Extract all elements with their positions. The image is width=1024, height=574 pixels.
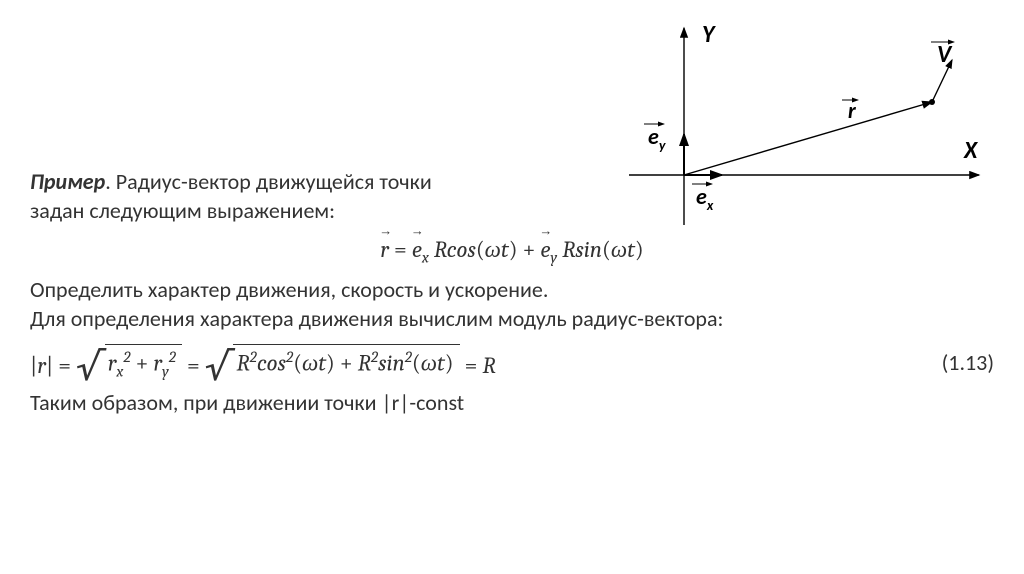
intro-line-2: задан следующим выражением: xyxy=(30,197,335,224)
line-3: Определить характер движения, скорость и… xyxy=(30,275,994,305)
eq1-sin: sin xyxy=(575,236,602,263)
example-label: Пример xyxy=(30,168,105,195)
eq2-wt1: ωt xyxy=(302,350,326,377)
v-vector-label: V xyxy=(937,40,953,69)
y-axis-label: Y xyxy=(702,20,716,49)
eq2-ry: r xyxy=(153,350,162,377)
eq1-ey-sub: y xyxy=(550,249,557,267)
eq1-ey: e xyxy=(540,236,550,263)
equation-1: →r = →ex Rcos(ωt) + →ey Rsin(ωt) xyxy=(30,234,994,269)
r-vector xyxy=(684,102,932,175)
eq2-sin: sin xyxy=(378,350,405,377)
equation-2: ||r|r| = √ rx2 + ry2 = √ R2cos2(ωt) + R2… xyxy=(30,344,994,382)
eq2-R1: R xyxy=(236,350,249,377)
eq2-cos: cos xyxy=(257,350,286,377)
sqrt-2: √ R2cos2(ωt) + R2sin2(ωt) xyxy=(205,344,460,379)
sqrt-1: √ rx2 + ry2 xyxy=(76,344,182,382)
eq2-ry-sub: y xyxy=(162,362,169,380)
top-row: Пример. Радиус-вектор движущейся точки з… xyxy=(30,20,994,230)
r-vector-label: r xyxy=(848,97,857,124)
intro-text-block: Пример. Радиус-вектор движущейся точки з… xyxy=(30,167,624,230)
eq1-wt2: ωt xyxy=(611,236,635,263)
eq1-ex-sub: x xyxy=(422,249,429,267)
line-6: Таким образом, при движении точки |r|-co… xyxy=(30,388,994,418)
eq2-result: R xyxy=(482,352,495,379)
eq2-wt2: ωt xyxy=(421,350,445,377)
line-4: Для определения характера движения вычис… xyxy=(30,304,994,334)
eq1-wt1: ωt xyxy=(485,236,509,263)
diagram-svg: Y X r V ex ey xyxy=(624,20,994,230)
eq1-r: r xyxy=(380,236,389,263)
eq1-R1: R xyxy=(434,236,447,263)
intro-line-1: . Радиус-вектор движущейся точки xyxy=(105,168,432,195)
eq1-R2: R xyxy=(562,236,575,263)
ex-label: ex xyxy=(696,183,714,214)
ey-label: ey xyxy=(648,123,666,154)
eq2-R2: R xyxy=(358,350,371,377)
vector-diagram: Y X r V ex ey xyxy=(624,20,994,230)
eq1-ex: e xyxy=(412,236,422,263)
eq1-cos: cos xyxy=(447,236,476,263)
x-axis-label: X xyxy=(963,136,979,165)
equation-number: (1.13) xyxy=(914,348,994,378)
